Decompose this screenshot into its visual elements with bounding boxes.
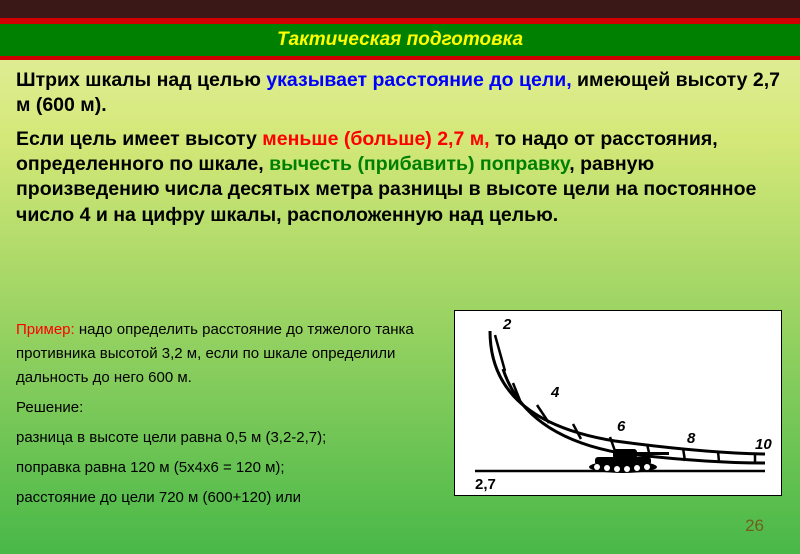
solution-line-3: расстояние до цели 720 м (600+120) или: [16, 486, 446, 510]
rangefinder-diagram: 2 4 6 8 10 2,7: [454, 310, 782, 496]
p2-t2: меньше (больше) 2,7 м,: [262, 128, 489, 150]
p2-t4: вычесть (прибавить) поправку: [269, 153, 569, 175]
page-number: 26: [745, 516, 764, 536]
diagram-svg: 2 4 6 8 10 2,7: [455, 311, 783, 497]
page-title: Тактическая подготовка: [277, 29, 523, 50]
solution-line-1: разница в высоте цели равна 0,5 м (3,2-2…: [16, 426, 446, 450]
tick-label-2: 2: [502, 316, 512, 333]
p1-t1: Штрих шкалы над целью: [16, 69, 266, 91]
tick-label-6: 6: [617, 418, 626, 435]
main-text: Штрих шкалы над целью указывает расстоян…: [0, 60, 800, 228]
p2-t1: Если цель имеет высоту: [16, 128, 262, 150]
tick-label-8: 8: [687, 430, 696, 447]
base-label: 2,7: [475, 476, 496, 493]
p1-t2: указывает расстояние до цели,: [266, 69, 571, 91]
header-dark-strip: [0, 0, 800, 18]
title-bar: Тактическая подготовка: [0, 24, 800, 56]
example-block: Пример: надо определить расстояние до тя…: [16, 318, 446, 516]
scale-curve-bottom: [503, 369, 765, 463]
tick-label-10: 10: [755, 436, 772, 453]
tank-icon: [589, 449, 669, 473]
example-intro: Пример: надо определить расстояние до тя…: [16, 318, 446, 390]
paragraph-2: Если цель имеет высоту меньше (больше) 2…: [16, 127, 784, 228]
solution-label: Решение:: [16, 396, 446, 420]
scale-curve-top: [490, 331, 765, 454]
solution-line-2: поправка равна 120 м (5х4х6 = 120 м);: [16, 456, 446, 480]
example-text: надо определить расстояние до тяжелого т…: [16, 321, 414, 386]
example-label: Пример:: [16, 321, 75, 338]
tick-label-4: 4: [550, 384, 560, 401]
tick-minor-4: [718, 451, 719, 462]
paragraph-1: Штрих шкалы над целью указывает расстоян…: [16, 68, 784, 119]
